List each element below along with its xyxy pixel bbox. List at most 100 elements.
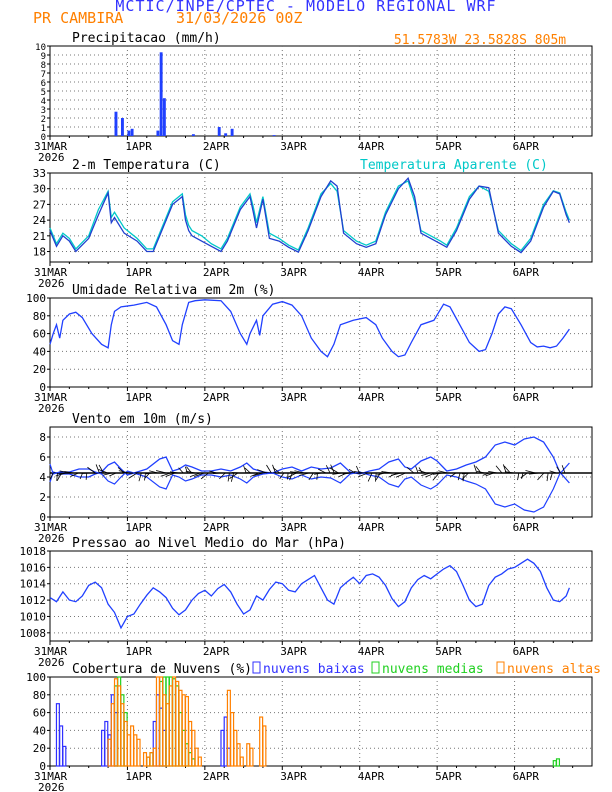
wind-arrow (209, 470, 217, 474)
cloud-bar-nuvens-altas (259, 716, 264, 767)
cloud-bar-nuvens-altas (136, 738, 141, 767)
precip-bar (217, 127, 221, 136)
wind-arrow (517, 472, 520, 481)
humidity-xtick-label: 4APR (358, 391, 385, 404)
cloud-bar-nuvens-altas (249, 747, 254, 767)
wind-arrow (299, 472, 310, 476)
wind-arrow (219, 472, 226, 480)
location-label: PR CAMBIRA (33, 9, 124, 27)
wind-arrow (122, 471, 133, 474)
clouds-title: Cobertura de Nuvens (%) (72, 662, 252, 677)
wind-arrow (287, 472, 297, 478)
precip-xtick-label: 6APR (513, 140, 540, 153)
humidity-ytick-label: 100 (26, 292, 46, 305)
wind-arrow (495, 465, 503, 474)
cloud-bar-nuvens-altas (197, 756, 202, 767)
clouds-legend-label: nuvens altas (507, 662, 601, 677)
wind-arrow (253, 472, 264, 477)
chart-main-title: MCTIC/INPE/CPTEC - MODELO REGIONAL WRF (115, 0, 497, 15)
precip-xtick-label: 5APR (435, 140, 462, 153)
clouds-xtick-label: 2APR (203, 770, 230, 783)
cloud-bar-nuvens-altas (194, 747, 199, 767)
pressure-frame (49, 550, 593, 642)
temperature-series-line (49, 179, 571, 252)
wind-xtick-label: 1APR (125, 521, 152, 534)
humidity-frame (49, 297, 593, 388)
cloud-bar-nuvens-baixas (59, 725, 64, 767)
wind-arrow (272, 467, 280, 474)
precip-ytick-label: 8 (41, 61, 46, 71)
precip-ytick-label: 6 (41, 79, 46, 89)
pressure-title: Pressao ao Nivel Medio do Mar (hPa) (72, 536, 346, 551)
pressure-ytick-label: 1014 (20, 578, 47, 591)
wind-arrow (418, 469, 427, 474)
humidity-ytick-label: 80 (33, 310, 46, 323)
wind-arrow (250, 472, 259, 477)
wind-arrow (314, 472, 322, 475)
wind-arrow (79, 472, 83, 480)
temperature-xtick-label: 6APR (513, 266, 540, 279)
humidity-xtick-label: 1APR (125, 391, 152, 404)
cloud-bar-nuvens-baixas (104, 720, 109, 767)
clouds-ytick-label: 80 (33, 689, 46, 702)
wind-arrow (308, 472, 314, 481)
wind-arrow (425, 472, 436, 478)
precip-bar (191, 134, 195, 136)
wind-arrow (561, 465, 566, 474)
cloud-bar-nuvens-baixas (223, 716, 228, 767)
wind-series-line (49, 436, 570, 484)
humidity-ytick-label: 60 (33, 328, 46, 341)
clouds-year-label: 2026 (38, 781, 65, 792)
precip-bar (272, 135, 276, 136)
wind-arrow (375, 472, 377, 482)
precip-bar (114, 111, 118, 136)
cloud-bar-nuvens-altas (262, 725, 267, 767)
clouds-legend-label: nuvens medias (382, 662, 484, 677)
cloud-bar-nuvens-altas (146, 756, 151, 767)
wind-arrow (257, 469, 268, 474)
wind-arrow (227, 472, 230, 482)
wind-arrow (482, 472, 490, 476)
wind-xtick-label: 31MAR (34, 521, 67, 534)
precip-ytick-label: 1 (41, 124, 46, 134)
temperature-frame (49, 172, 593, 263)
precip-xtick-label: 3APR (280, 140, 307, 153)
cloud-bar-nuvens-medias (552, 760, 557, 767)
cloud-bar-nuvens-altas (175, 680, 180, 767)
precip-bar (120, 118, 124, 136)
cloud-bar-nuvens-altas (149, 752, 154, 767)
precip-bar (162, 98, 166, 136)
clouds-legend-swatch (371, 661, 380, 674)
wind-xtick-label: 4APR (358, 521, 385, 534)
humidity-ytick-label: 0 (39, 381, 46, 394)
wind-arrow (184, 466, 188, 474)
clouds-xtick-label: 3APR (280, 770, 307, 783)
temperature-title: 2-m Temperatura (C) (72, 158, 221, 173)
temperature-ytick-label: 27 (33, 198, 46, 211)
cloud-bar-nuvens-altas (117, 685, 122, 767)
wind-ytick-label: 0 (39, 511, 46, 524)
pressure-ytick-label: 1010 (20, 610, 47, 623)
precip-ytick-label: 3 (41, 106, 46, 116)
pressure-xtick-label: 4APR (358, 645, 385, 658)
wind-xtick-label: 6APR (513, 521, 540, 534)
precip-bar (224, 133, 228, 136)
precip-bar (159, 52, 163, 136)
wind-arrow (367, 472, 373, 482)
temperature-xtick-label: 1APR (125, 266, 152, 279)
clouds-xtick-label: 5APR (435, 770, 462, 783)
wind-arrow (230, 472, 234, 482)
wind-arrow (488, 471, 498, 474)
precip-ytick-label: 2 (41, 115, 46, 125)
wind-arrow (98, 464, 104, 474)
cloud-bar-nuvens-altas (191, 729, 196, 767)
temperature-xtick-label: 4APR (358, 266, 385, 279)
cloud-bar-nuvens-altas (230, 711, 235, 767)
clouds-legend-swatch (252, 661, 261, 674)
cloud-bar-nuvens-altas (155, 676, 160, 767)
wind-arrow (266, 464, 272, 474)
clouds-xtick-label: 4APR (358, 770, 385, 783)
cloud-bar-nuvens-altas (236, 743, 241, 767)
wind-arrow (103, 472, 113, 476)
clouds-frame (49, 676, 593, 767)
